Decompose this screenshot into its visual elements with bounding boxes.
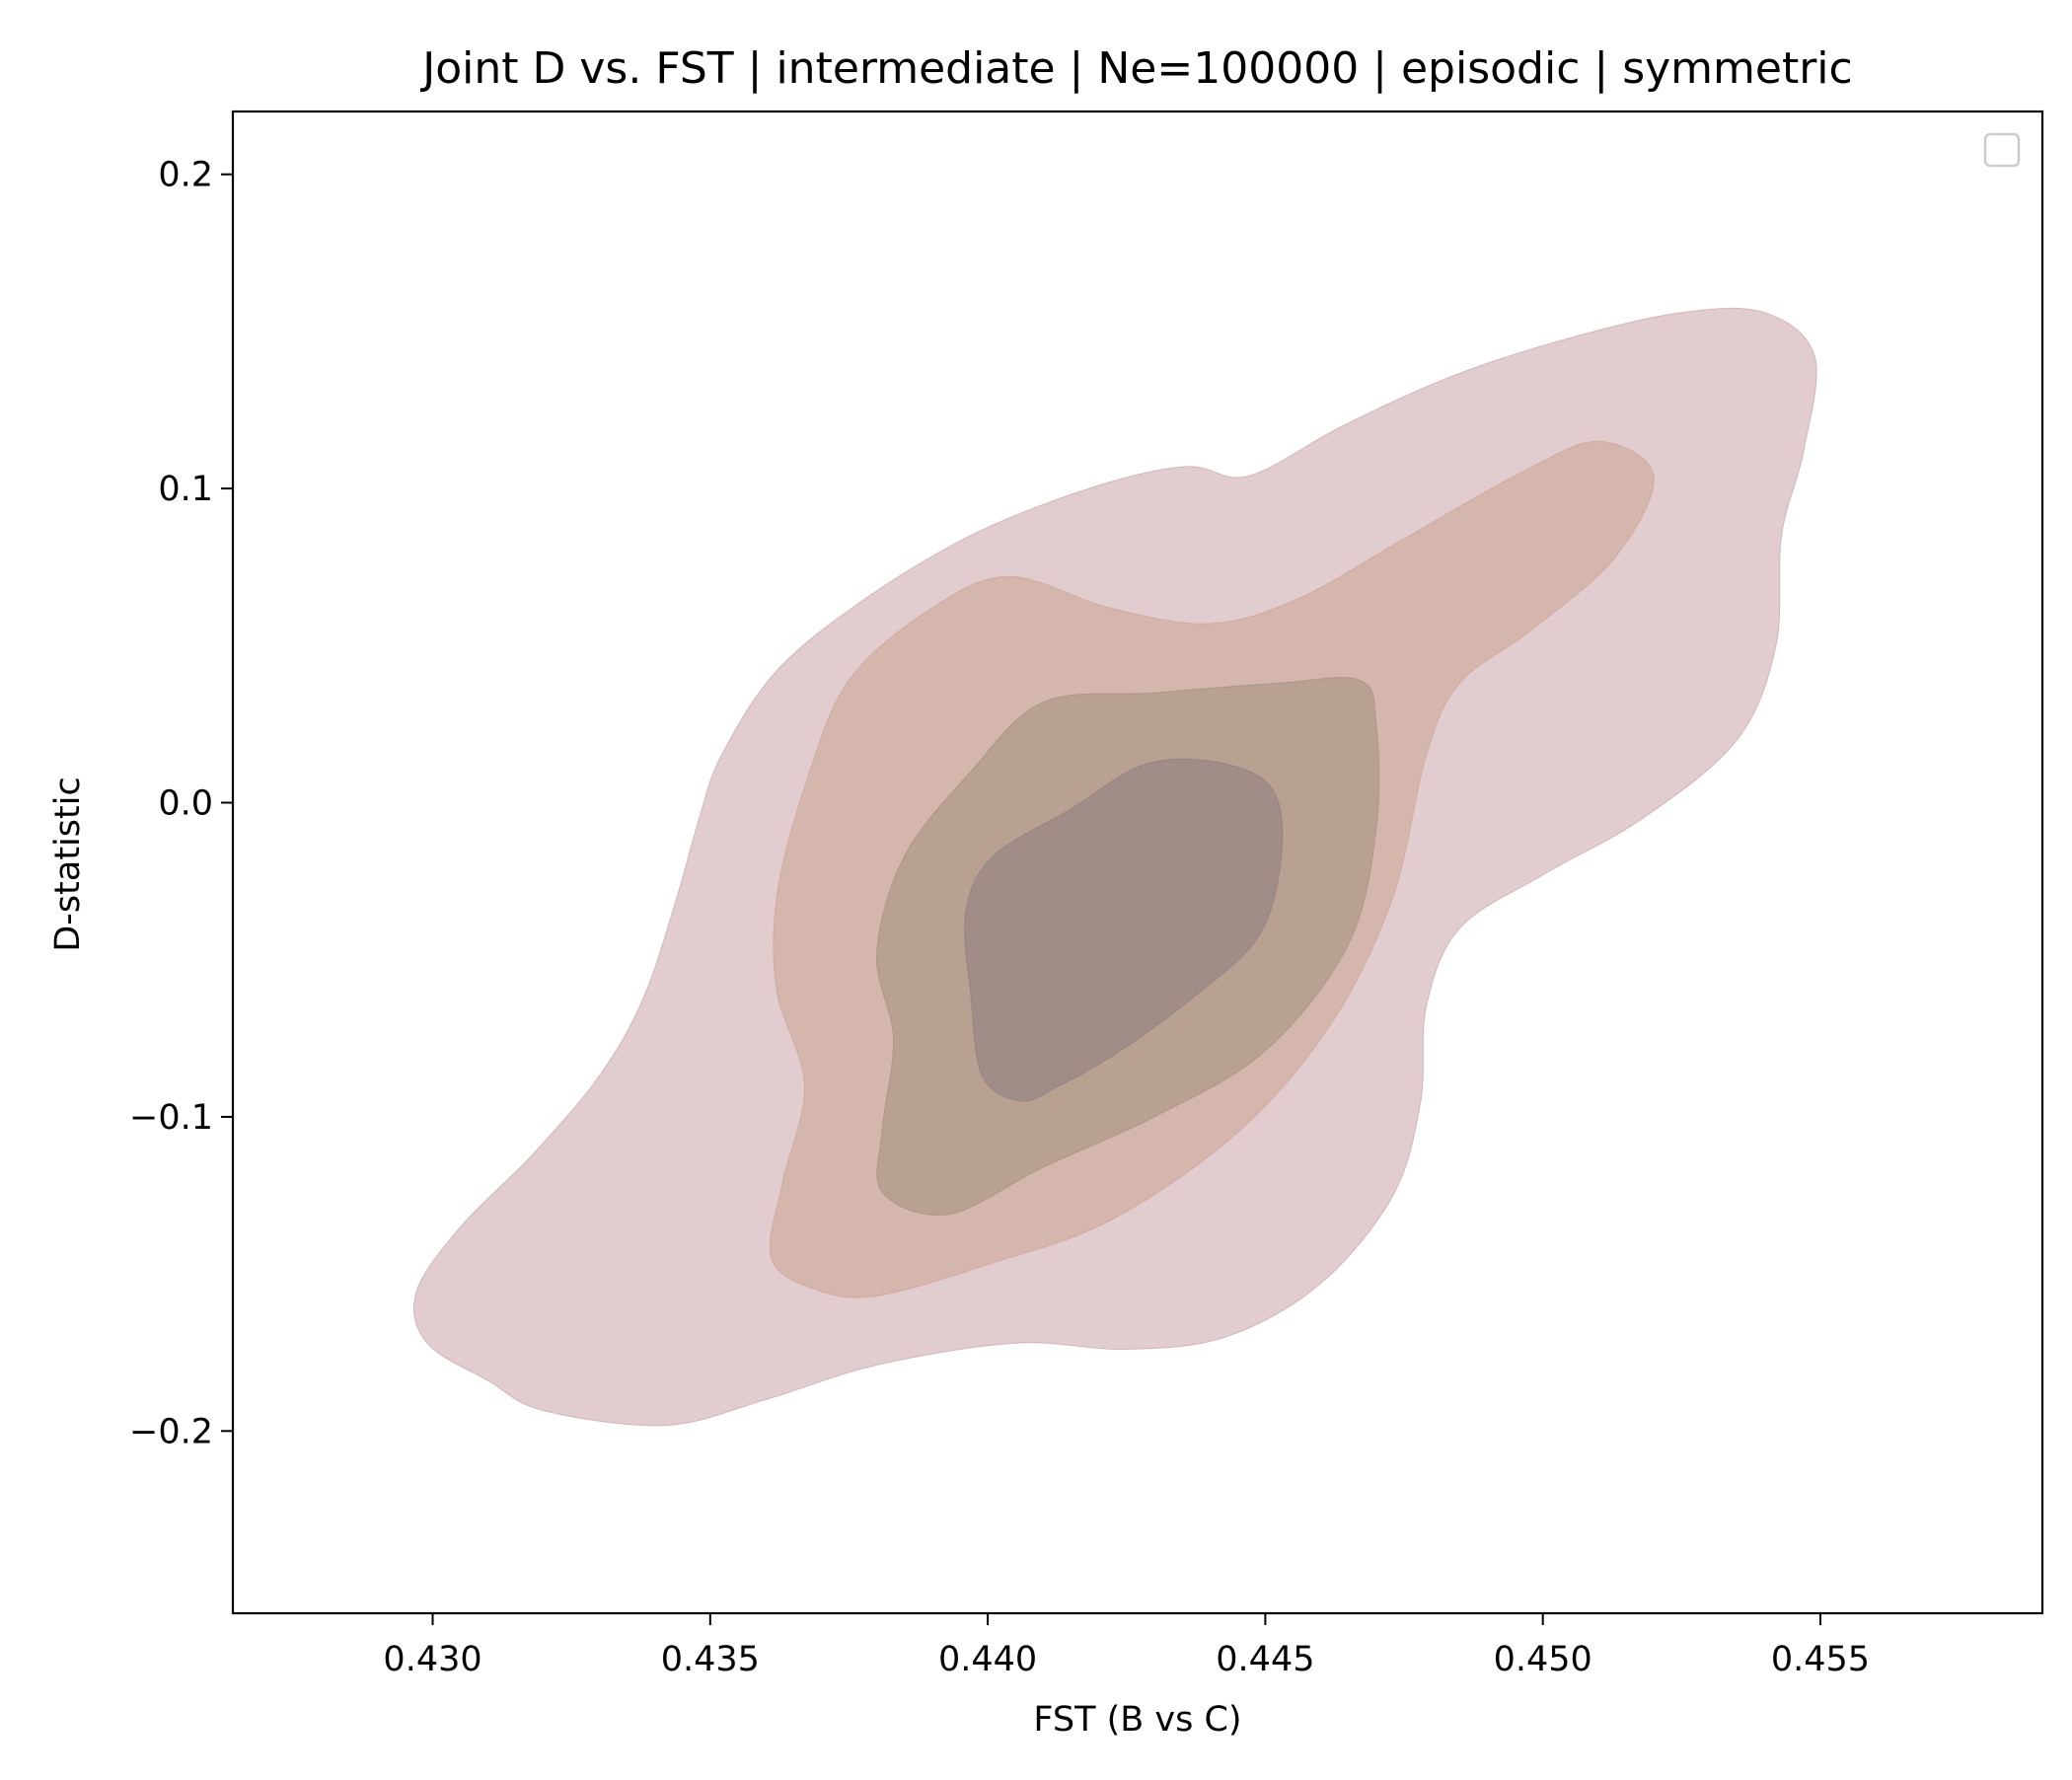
chart-title: Joint D vs. FST | intermediate | Ne=1000… [419, 43, 1852, 94]
y-axis-ticks: −0.2 −0.1 0.0 0.1 0.2 [129, 156, 233, 1451]
y-tick-label: 0.1 [158, 470, 213, 509]
x-tick-label: 0.450 [1494, 1640, 1592, 1679]
y-axis-label: D-statistic [48, 777, 88, 951]
y-tick-label: 0.2 [158, 156, 213, 195]
x-tick-label: 0.430 [383, 1640, 481, 1679]
x-tick-label: 0.455 [1771, 1640, 1870, 1679]
x-axis-label: FST (B vs C) [1033, 1700, 1241, 1740]
x-tick-label: 0.440 [938, 1640, 1037, 1679]
contour-level-4 [963, 758, 1284, 1102]
x-axis-ticks: 0.430 0.435 0.440 0.445 0.450 0.455 [383, 1613, 1870, 1679]
contour-fills [412, 307, 1817, 1427]
x-tick-label: 0.435 [661, 1640, 760, 1679]
plot-frame [231, 110, 2044, 1615]
y-tick-label: −0.1 [129, 1098, 213, 1138]
x-tick-label: 0.445 [1216, 1640, 1314, 1679]
y-tick-label: −0.2 [129, 1412, 213, 1451]
legend-box [1983, 132, 2021, 168]
y-tick-label: 0.0 [158, 784, 213, 824]
